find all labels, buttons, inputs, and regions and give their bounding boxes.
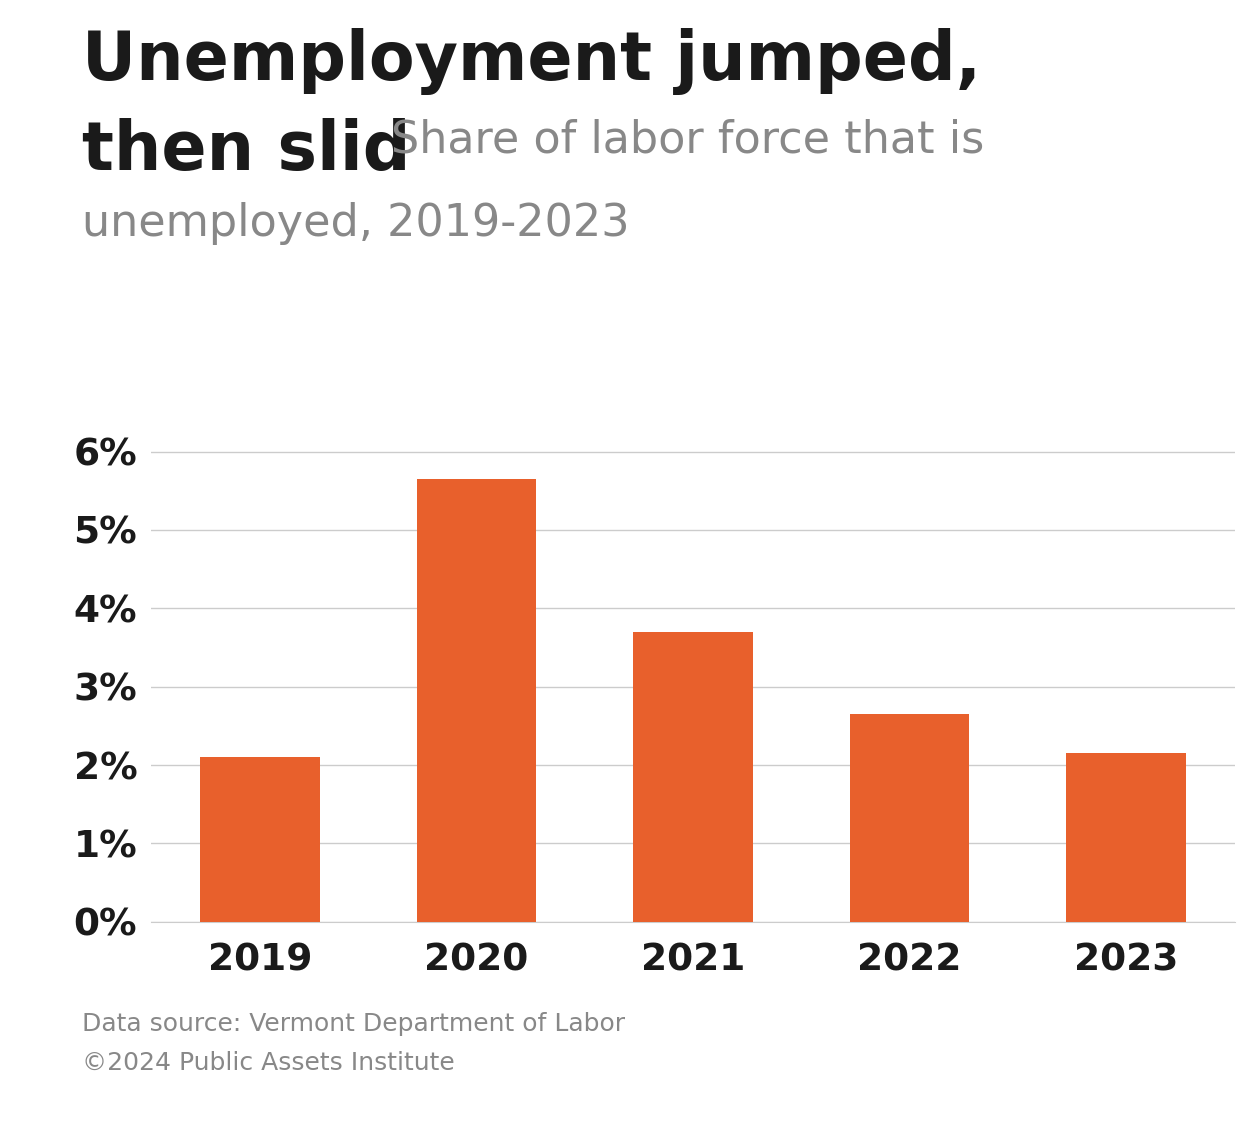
Bar — [417, 479, 536, 922]
Bar — [200, 758, 320, 922]
Text: ©2024 Public Assets Institute: ©2024 Public Assets Institute — [82, 1051, 455, 1075]
Text: unemployed, 2019-2023: unemployed, 2019-2023 — [82, 202, 630, 245]
Text: then slid: then slid — [82, 118, 411, 184]
Text: Share of labor force that is: Share of labor force that is — [391, 118, 984, 161]
Bar — [1066, 753, 1186, 922]
Text: Unemployment jumped,: Unemployment jumped, — [82, 28, 980, 96]
Bar — [634, 632, 752, 922]
Text: Data source: Vermont Department of Labor: Data source: Vermont Department of Labor — [82, 1012, 625, 1035]
Bar — [850, 714, 969, 922]
